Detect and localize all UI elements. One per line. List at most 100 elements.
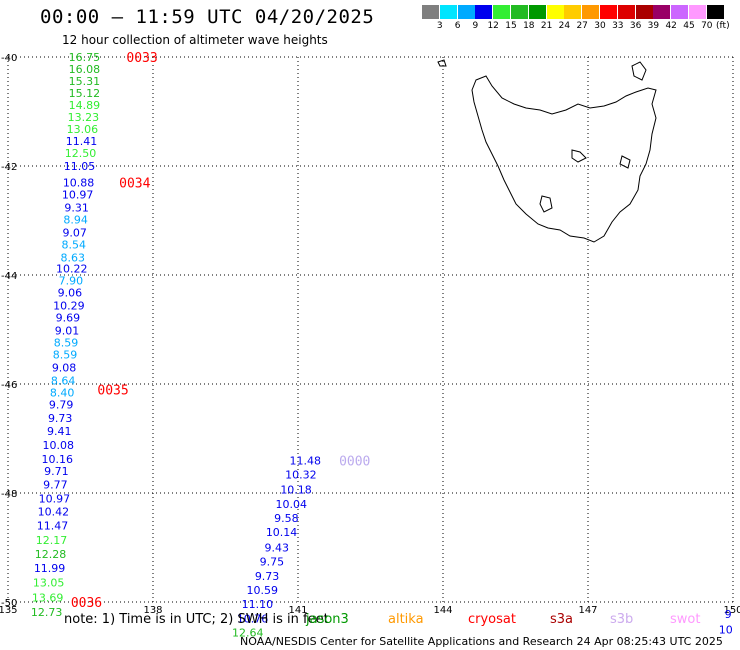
wave-height-value: 11.47 (37, 520, 69, 533)
colorbar-tick-label: 12 (487, 21, 499, 31)
wave-height-value: 12.28 (35, 548, 67, 561)
wave-height-value: 8.63 (61, 252, 86, 265)
wave-height-value: 9.01 (55, 325, 80, 338)
wave-height-value: 15.12 (69, 87, 101, 100)
colorbar-tick-label: 70 (701, 21, 713, 31)
wave-height-value: 9.06 (58, 286, 83, 299)
latitude-label: -42 (1, 162, 17, 173)
pass-time-label: 0000 (339, 454, 370, 469)
satellite-legend-altika: altika (388, 612, 424, 627)
wave-height-value: 10.76 (237, 612, 269, 625)
wave-height-value: 9.08 (52, 362, 77, 375)
satellite-legend-jason3: jason3 (306, 612, 349, 627)
colorbar-swatch (422, 5, 439, 19)
wave-height-value: 15.31 (69, 75, 101, 88)
wave-height-value: 9.73 (255, 570, 280, 583)
colorbar-tick-label: 18 (523, 21, 535, 31)
wave-height-value: 9.75 (260, 556, 285, 569)
wave-height-value: 16.75 (69, 51, 101, 64)
colorbar-tick-label: 39 (647, 21, 660, 31)
wave-height-value: 9.07 (62, 226, 87, 239)
wave-height-value: 10.88 (63, 176, 95, 189)
longitude-label: 147 (578, 605, 597, 616)
wave-height-value: 8.40 (50, 387, 75, 400)
wave-height-value: 8.59 (54, 337, 79, 350)
wave-height-value: 8.59 (53, 349, 78, 362)
colorbar-swatch (511, 5, 528, 19)
wave-height-value: 13.05 (33, 576, 65, 589)
wave-height-value: 10.97 (62, 188, 94, 201)
wave-height-value: 9.79 (49, 399, 74, 412)
longitude-label: 150 (723, 605, 740, 616)
colorbar-tick-label: 21 (540, 21, 553, 31)
wave-height-value: 12.17 (36, 534, 68, 547)
colorbar-swatch (706, 5, 724, 19)
colorbar-swatch (689, 5, 706, 19)
colorbar-tick-label: 9 (472, 21, 479, 31)
island-outline (631, 61, 647, 81)
colorbar-tick-label: 42 (665, 21, 677, 31)
wave-height-value: 7.90 (59, 274, 84, 287)
latitude-label: -50 (1, 598, 17, 609)
colorbar-unit: (ft) (716, 21, 730, 31)
wave-height-value: 11.05 (64, 160, 96, 173)
wave-height-value: 13.06 (67, 123, 99, 136)
map-subtitle: 12 hour collection of altimeter wave hei… (62, 33, 328, 47)
satellite-legend-s3b: s3b (610, 612, 634, 627)
colorbar-swatch (617, 5, 635, 19)
colorbar-tick-label: 15 (505, 21, 517, 31)
colorbar-swatch (546, 5, 564, 19)
lake-outline (571, 149, 587, 163)
colorbar-swatch (600, 5, 617, 19)
colorbar-tick-label: 36 (629, 21, 642, 31)
wave-height-value: 13.23 (68, 111, 100, 124)
wave-height-value: 10.29 (53, 300, 85, 313)
wave-height-value: 8.54 (61, 238, 86, 251)
wave-height-value: 11.41 (66, 135, 98, 148)
wave-height-value: 10.32 (285, 468, 317, 481)
satellite-legend-swot: swot (670, 612, 701, 627)
wave-height-value: 10.18 (280, 484, 312, 497)
latitude-label: -48 (1, 489, 17, 500)
island-outline (619, 155, 631, 169)
colorbar-swatch (493, 5, 511, 19)
satellite-legend-cryosat: cryosat (468, 612, 516, 627)
wave-height-value: 11.48 (290, 454, 322, 467)
wave-height-value: 10.22 (56, 262, 88, 275)
wave-height-value: 10.59 (246, 584, 278, 597)
lake-outline (539, 195, 553, 213)
wave-height-value: 12.64 (232, 627, 264, 640)
longitude-label: 138 (143, 605, 162, 616)
colorbar-tick-label: 24 (558, 21, 571, 31)
colorbar-tick-label: 45 (683, 21, 695, 31)
pass-time-label: 0035 (97, 383, 128, 398)
wave-height-value: 9.43 (264, 542, 289, 555)
tasmania-coastline (471, 75, 657, 243)
wave-height-value: 9.31 (64, 201, 89, 214)
wave-height-value: 9.77 (43, 478, 68, 491)
colorbar-tick-label: 30 (594, 21, 606, 31)
latitude-label: -44 (1, 271, 17, 282)
wave-height-value: 10.08 (43, 439, 75, 452)
island-outline (437, 59, 447, 67)
pass-time-label: 0034 (119, 176, 150, 191)
wave-height-value: 9.69 (56, 312, 81, 325)
wave-height-value: 9 (725, 608, 732, 621)
wave-height-value: 12.73 (31, 606, 63, 619)
wave-height-value: 11.99 (34, 562, 66, 575)
latitude-label: -40 (1, 53, 17, 64)
colorbar-swatch (457, 5, 475, 19)
satellite-legend-s3a: s3a (550, 612, 574, 627)
colorbar-swatch (475, 5, 493, 19)
colorbar-tick-label: 27 (576, 21, 588, 31)
wave-height-value: 10.16 (42, 453, 74, 466)
colorbar-swatch (635, 5, 653, 19)
colorbar-swatch (439, 5, 457, 19)
latitude-label: -46 (1, 380, 17, 391)
wave-height-value: 9.58 (274, 512, 299, 525)
wave-height-value: 9.41 (47, 425, 72, 438)
pass-time-label: 0036 (71, 596, 102, 611)
wave-height-value: 10 (719, 623, 733, 636)
longitude-label: 144 (433, 605, 452, 616)
